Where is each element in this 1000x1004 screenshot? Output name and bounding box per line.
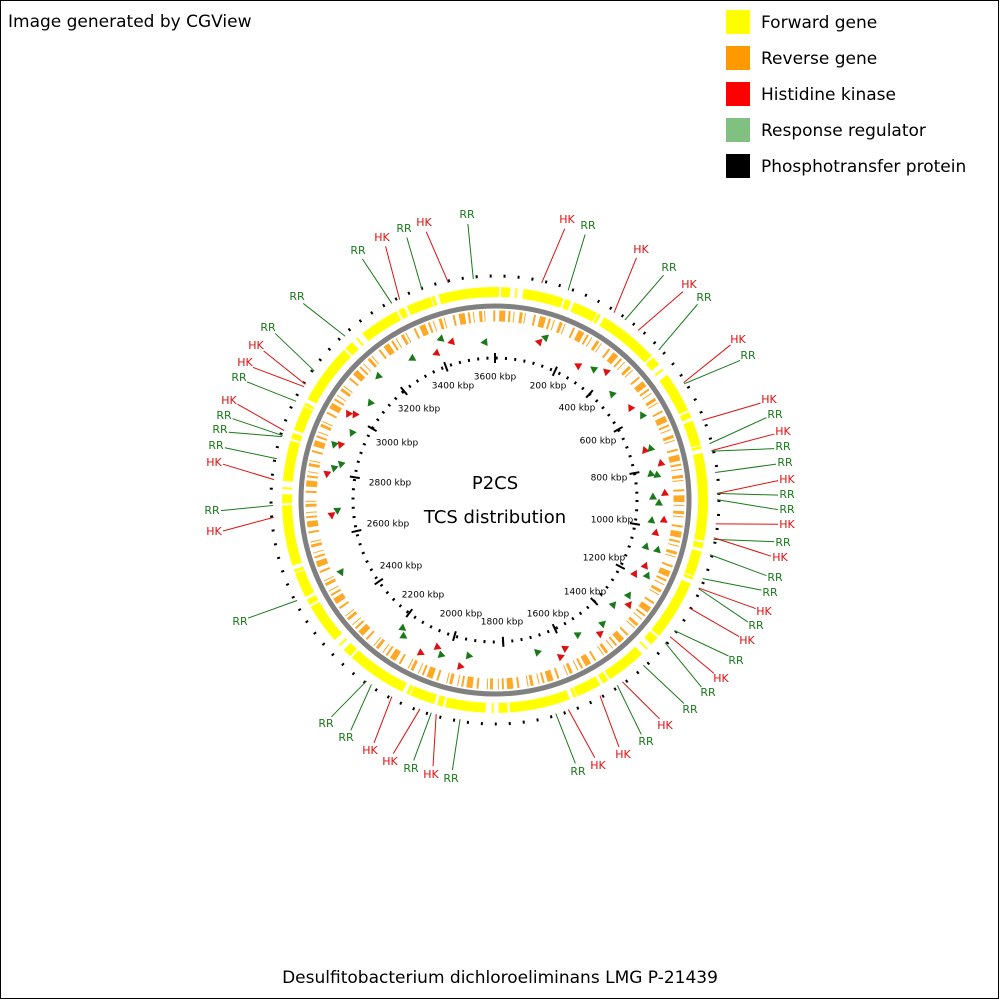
callout-label: RR (728, 654, 744, 667)
ruler-label: 800 kbp (591, 474, 628, 484)
legend-label: Forward gene (761, 13, 877, 33)
callout-label: HK (237, 356, 253, 369)
ruler-label: 3600 kbp (474, 373, 517, 383)
caption: Desulfitobacterium dichloroeliminans LMG… (282, 968, 718, 988)
ruler-label: 1400 kbp (564, 588, 607, 598)
callout-label: RR (403, 762, 419, 775)
legend-label: Phosphotransfer protein (761, 157, 966, 177)
callout-label: HK (756, 605, 772, 618)
callout-label: RR (767, 571, 783, 584)
callout-label: RR (740, 349, 756, 362)
callout-label: HK (681, 278, 697, 291)
callout-label: RR (775, 536, 791, 549)
ruler-label: 1200 kbp (583, 554, 626, 564)
ruler-label: 3400 kbp (432, 382, 475, 392)
callout-label: HK (221, 394, 237, 407)
callout-label: HK (374, 231, 390, 244)
callout-label: HK (657, 719, 673, 732)
callout-label: RR (767, 408, 783, 421)
ruler-major-tick (503, 637, 504, 647)
callout-label: RR (260, 321, 276, 334)
callout-label: HK (779, 518, 795, 531)
callout-label: RR (775, 440, 791, 453)
callout-label: HK (559, 213, 575, 226)
callout-label: HK (761, 393, 777, 406)
callout-label: RR (459, 208, 475, 221)
header-title: Image generated by CGView (8, 12, 252, 32)
callout-label: RR (779, 503, 795, 516)
legend-swatch (726, 10, 750, 34)
ruler-label: 2800 kbp (369, 479, 412, 489)
ruler-label: 600 kbp (580, 437, 617, 447)
callout-label: HK (730, 333, 746, 346)
callout-label: RR (318, 717, 334, 730)
callout-label: RR (289, 290, 305, 303)
legend-swatch (726, 118, 750, 142)
ruler-label: 2600 kbp (367, 520, 410, 530)
ruler-label: 400 kbp (559, 404, 596, 414)
callout-label: RR (231, 371, 247, 384)
callout-label: RR (396, 222, 412, 235)
callout-label: RR (762, 586, 778, 599)
legend-label: Response regulator (761, 121, 926, 141)
callout-label: HK (248, 339, 264, 352)
callout-label: RR (777, 456, 793, 469)
callout-label: RR (350, 244, 366, 257)
callout-label: HK (362, 744, 378, 757)
callout-label: HK (206, 456, 222, 469)
callout-label: RR (700, 686, 716, 699)
callout-label: HK (416, 216, 432, 229)
legend-swatch (726, 154, 750, 178)
ruler-label: 1000 kbp (591, 516, 634, 526)
callout-label: HK (775, 425, 791, 438)
callout-label: HK (423, 768, 439, 781)
callout-label: RR (208, 439, 224, 452)
callout-label: RR (661, 261, 677, 274)
callout-label: RR (580, 219, 596, 232)
callout-label: RR (570, 765, 586, 778)
ruler-label: 2200 kbp (402, 591, 445, 601)
callout-label: RR (696, 291, 712, 304)
ruler-label: 1800 kbp (481, 618, 524, 628)
ruler-label: 200 kbp (530, 382, 567, 392)
callout-label: HK (615, 748, 631, 761)
callout-label: HK (739, 634, 755, 647)
ruler-label: 3200 kbp (398, 405, 441, 415)
ruler-label: 2400 kbp (380, 562, 423, 572)
callout-label: RR (443, 772, 459, 785)
callout-label: RR (216, 409, 232, 422)
callout-label: RR (638, 735, 654, 748)
callout-label: HK (382, 755, 398, 768)
legend-swatch (726, 82, 750, 106)
center-subtitle: TCS distribution (423, 507, 566, 528)
callout-label: HK (779, 473, 795, 486)
center-title: P2CS (472, 473, 518, 494)
legend-label: Reverse gene (761, 49, 877, 69)
ruler-label: 1600 kbp (527, 610, 570, 620)
callout-label: RR (212, 423, 228, 436)
callout-label: HK (772, 551, 788, 564)
callout-label: RR (232, 615, 248, 628)
callout-label: RR (682, 703, 698, 716)
ruler-label: 3000 kbp (376, 439, 419, 449)
callout-label: HK (590, 759, 606, 772)
callout-label: RR (338, 731, 354, 744)
legend-swatch (726, 46, 750, 70)
legend-label: Histidine kinase (761, 85, 896, 105)
callout-label: RR (204, 504, 220, 517)
callout-label: HK (206, 525, 222, 538)
callout-label: RR (779, 488, 795, 501)
callout-label: RR (748, 619, 764, 632)
callout-label: HK (713, 672, 729, 685)
callout-label: HK (633, 243, 649, 256)
ruler-label: 2000 kbp (440, 610, 483, 620)
